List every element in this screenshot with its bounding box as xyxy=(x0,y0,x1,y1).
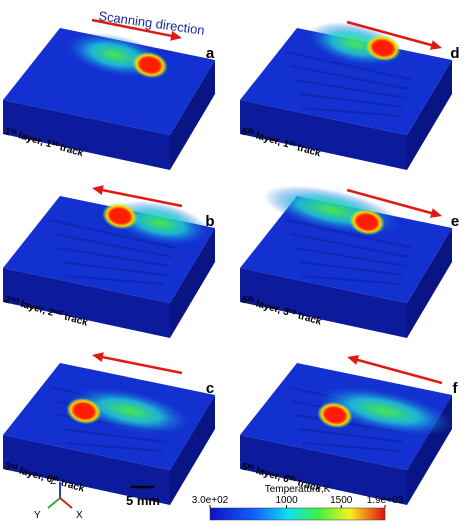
colorbar-title: Temperature,K xyxy=(265,484,331,495)
caption-text: 1 xyxy=(3,126,12,138)
track-trace xyxy=(302,442,401,452)
track-trace xyxy=(294,79,407,99)
caption-text: 5 xyxy=(240,461,249,473)
colorbar-tick-label: 1500 xyxy=(330,495,353,506)
scan-arrow-head xyxy=(92,185,104,196)
block-side xyxy=(407,60,452,170)
melt-pool xyxy=(66,397,102,425)
scan-arrow-head xyxy=(430,208,442,218)
caption-superscript: th xyxy=(247,295,255,304)
caption-text: 3 xyxy=(3,461,12,473)
panel-label: f xyxy=(453,380,459,397)
caption-superscript: st xyxy=(51,139,60,148)
axis-x xyxy=(59,497,73,509)
axis-x-label: X xyxy=(76,510,83,521)
colorbar-tick-label: 3.0e+02 xyxy=(192,495,229,506)
panel-label: a xyxy=(206,45,215,62)
scan-arrow xyxy=(354,357,443,385)
caption-superscript: th xyxy=(247,127,255,136)
track-trace xyxy=(57,247,170,267)
track-trace xyxy=(286,51,413,81)
caption-text: 5 xyxy=(240,126,249,138)
block-front xyxy=(240,268,407,338)
block-front xyxy=(3,100,170,170)
caption-text: 2 xyxy=(3,294,12,306)
panel-label: d xyxy=(450,45,459,62)
scan-arrow-head xyxy=(430,40,442,50)
block-side xyxy=(170,228,215,338)
melt-pool xyxy=(102,202,138,230)
axis-z-label: Z xyxy=(50,476,56,487)
caption-superscript: st xyxy=(288,139,297,148)
track-trace xyxy=(61,261,167,276)
scan-arrow-head xyxy=(347,355,359,365)
heat-glow xyxy=(69,387,191,435)
caption-superscript: th xyxy=(52,474,60,483)
colorbar-tick-label: 1000 xyxy=(275,495,298,506)
caption-superscript: st xyxy=(10,127,19,136)
scanning-direction: Scanning direction xyxy=(98,8,206,38)
panel-label: c xyxy=(206,380,214,397)
block-side xyxy=(170,395,215,505)
melt-pool xyxy=(349,208,385,236)
block-front xyxy=(3,268,170,338)
track-trace xyxy=(49,219,176,249)
axis-triad: Z Y X xyxy=(34,476,83,521)
melt-pool xyxy=(365,34,401,62)
track-trace xyxy=(53,233,173,258)
melt-pool xyxy=(317,401,353,429)
track-trace xyxy=(298,428,404,443)
block-side xyxy=(407,228,452,338)
track-trace xyxy=(298,261,404,276)
caption-text: 5 xyxy=(240,294,249,306)
scan-arrow xyxy=(99,355,183,375)
panel-label: e xyxy=(451,213,459,230)
caption-superscript: th xyxy=(247,462,255,471)
caption-superscript: nd xyxy=(53,308,63,317)
block-side xyxy=(170,60,215,170)
caption-superscript: nd xyxy=(10,295,20,304)
heat-glow xyxy=(316,386,454,436)
track-trace xyxy=(302,275,401,285)
block-front xyxy=(240,100,407,170)
block-front xyxy=(240,435,407,505)
track-trace xyxy=(294,247,407,267)
melt-pool xyxy=(132,51,168,79)
scale-bar-label: 5 mm xyxy=(126,493,160,508)
block-front xyxy=(3,435,170,505)
scan-arrow xyxy=(91,18,175,38)
block-top xyxy=(3,28,215,135)
scan-arrow xyxy=(99,188,183,208)
track-trace xyxy=(290,65,410,90)
track-trace xyxy=(302,107,401,117)
scan-arrow xyxy=(346,20,435,48)
track-trace xyxy=(61,428,167,443)
caption-superscript: th xyxy=(288,474,296,483)
caption-superscript: rd xyxy=(10,462,19,471)
track-trace xyxy=(286,219,413,249)
colorbar-tick-label: 1.9e+03 xyxy=(367,495,404,506)
axis-y xyxy=(47,497,61,509)
scan-arrow-head xyxy=(170,30,182,41)
colorbar xyxy=(209,507,386,521)
track-trace xyxy=(290,233,410,258)
scan-arrow-head xyxy=(92,352,104,363)
scan-arrow xyxy=(346,188,435,216)
axis-y-label: Y xyxy=(34,510,41,521)
track-trace xyxy=(65,442,164,452)
track-trace xyxy=(65,275,164,285)
track-trace xyxy=(298,93,404,108)
caption-superscript: rd xyxy=(288,307,297,316)
panel-label: b xyxy=(205,213,214,230)
